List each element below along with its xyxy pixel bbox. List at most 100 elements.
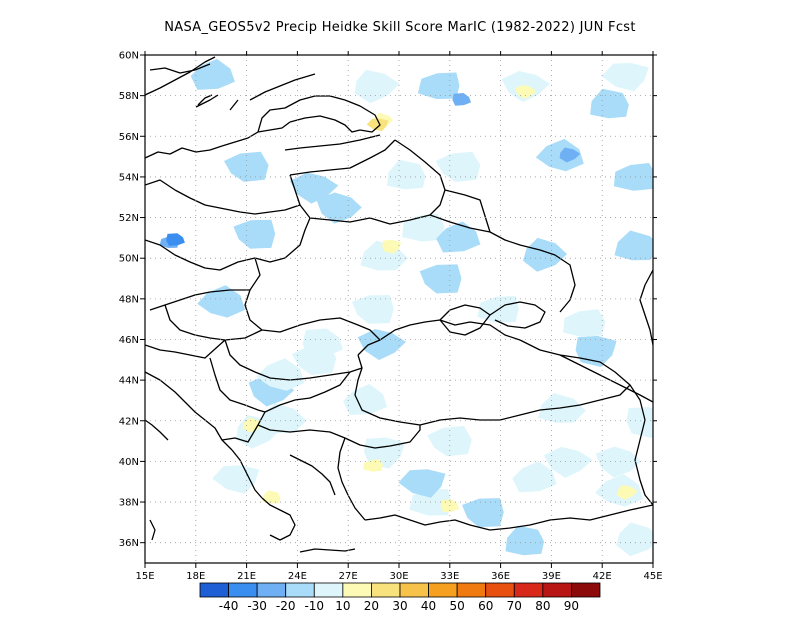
colorbar-swatch (456, 582, 487, 598)
colorbar-label: 80 (535, 599, 550, 613)
y-tick-label: 36N (119, 538, 139, 549)
skill-region-8 (354, 69, 400, 104)
x-tick-label: 36E (491, 571, 510, 582)
skill-region-37 (256, 358, 305, 391)
skill-region-50 (543, 446, 593, 478)
colorbar-swatch (228, 582, 258, 598)
colorbar-label: 30 (392, 599, 407, 613)
skill-region-23 (559, 147, 581, 163)
colorbar-label: 20 (364, 599, 379, 613)
y-tick-label: 58N (119, 91, 139, 102)
colorbar-label: -10 (304, 599, 324, 613)
x-tick-label: 21E (237, 571, 256, 582)
skill-region-25 (601, 62, 649, 92)
skill-region-42 (258, 403, 307, 433)
skill-region-40 (212, 465, 260, 494)
skill-region-44 (363, 459, 383, 472)
skill-region-29 (563, 309, 606, 338)
skill-region-35 (357, 329, 406, 361)
skill-region-53 (617, 484, 638, 500)
skill-score-regions (159, 58, 653, 557)
y-tick-label: 40N (119, 457, 139, 468)
x-tick-label: 30E (389, 571, 408, 582)
skill-region-6 (316, 192, 362, 224)
skill-region-49 (512, 461, 557, 493)
skill-region-11 (386, 159, 426, 190)
skill-region-19 (436, 221, 481, 253)
y-tick-label: 46N (119, 335, 139, 346)
skill-region-56 (505, 525, 545, 556)
x-tick-label: 45E (643, 571, 662, 582)
skill-region-16 (452, 93, 471, 106)
skill-region-34 (343, 384, 388, 415)
colorbar-label: -20 (276, 599, 296, 613)
colorbar-label: 70 (507, 599, 522, 613)
x-tick-label: 42E (593, 571, 612, 582)
skill-region-3 (233, 219, 276, 249)
colorbar: -40 -30 -20 -10 10 20 30 40 50 60 70 80 90 (199, 582, 601, 613)
skill-region-48 (462, 498, 504, 528)
colorbar-swatch (313, 582, 344, 598)
skill-region-26 (590, 88, 629, 119)
skill-region-15 (417, 72, 460, 100)
colorbar-swatch (485, 582, 515, 598)
x-tick-label: 15E (135, 571, 154, 582)
colorbar-label: 10 (335, 599, 350, 613)
skill-region-14 (402, 213, 445, 242)
x-tick-label: 27E (339, 571, 358, 582)
y-tick-label: 48N (119, 294, 139, 305)
y-tick-label: 52N (119, 213, 139, 224)
y-tick-label: 60N (119, 51, 139, 62)
y-tick-label: 42N (119, 416, 139, 427)
x-tick-label: 33E (440, 571, 459, 582)
colorbar-label: 60 (478, 599, 493, 613)
colorbar-swatch (542, 582, 572, 598)
colorbar-swatch (513, 582, 544, 598)
y-tick-label: 56N (119, 132, 139, 143)
colorbar-swatch (199, 582, 229, 598)
colorbar-swatch (399, 582, 429, 598)
skill-region-32 (291, 344, 337, 375)
y-axis-ticks: 36N 38N 40N 42N 44N 46N 48N 50N 52N 54N 56N 58N 60N (119, 51, 657, 549)
skill-region-54 (616, 522, 653, 557)
skill-region-18 (419, 264, 462, 294)
skill-region-22 (535, 138, 584, 172)
skill-region-1 (166, 233, 185, 246)
colorbar-label: -40 (219, 599, 239, 613)
colorbar-swatch (285, 582, 315, 598)
colorbar-label: 90 (564, 599, 579, 613)
skill-region-7 (197, 285, 246, 318)
skill-region-24 (523, 237, 567, 272)
y-tick-label: 50N (119, 254, 139, 265)
skill-region-10 (366, 118, 389, 132)
colorbar-label: 40 (421, 599, 436, 613)
colorbar-label: -30 (247, 599, 267, 613)
skill-region-33 (351, 294, 394, 324)
coastlines-borders (145, 56, 653, 553)
skill-region-2 (224, 151, 269, 182)
y-tick-label: 38N (119, 498, 139, 509)
skill-region-58 (626, 407, 653, 439)
skill-region-41 (262, 490, 281, 504)
skill-region-17 (435, 151, 481, 182)
skill-region-39 (242, 417, 263, 433)
y-tick-label: 54N (119, 172, 139, 183)
x-axis-ticks: 15E 18E 21E 24E 27E 30E 33E 36E 39E 42E 45E (135, 51, 663, 582)
chart-title: NASA_GEOS5v2 Precip Heidke Skill Score M… (164, 20, 636, 35)
colorbar-label: 50 (450, 599, 465, 613)
colorbar-swatch (371, 582, 401, 598)
skill-region-55 (398, 469, 446, 498)
y-tick-label: 44N (119, 376, 139, 387)
x-tick-label: 18E (186, 571, 205, 582)
colorbar-swatch (256, 582, 287, 598)
x-tick-label: 39E (542, 571, 561, 582)
skill-region-51 (595, 446, 642, 478)
colorbar-swatch (342, 582, 372, 598)
skill-region-59 (613, 163, 653, 191)
skill-region-13 (382, 239, 402, 254)
x-tick-label: 24E (288, 571, 307, 582)
skill-region-27 (614, 230, 653, 261)
colorbar-swatch (428, 582, 458, 598)
skill-region-47 (427, 426, 472, 457)
